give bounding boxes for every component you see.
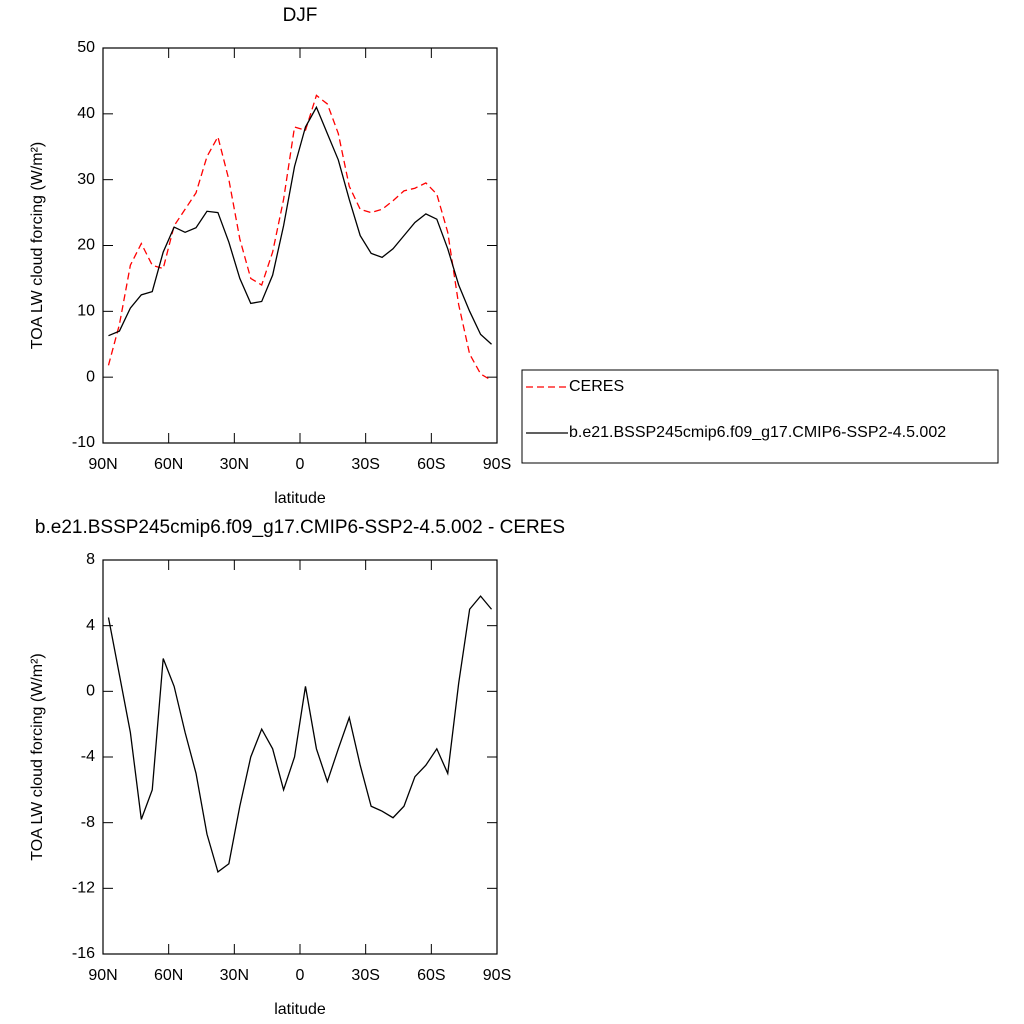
x-tick-label: 0	[296, 456, 305, 473]
x-tick-label: 90S	[483, 967, 511, 984]
legend-label: b.e21.BSSP245cmip6.f09_g17.CMIP6-SSP2-4.…	[569, 424, 946, 441]
x-tick-label: 0	[296, 967, 305, 984]
x-axis-label: latitude	[274, 1001, 326, 1018]
legend-label: CERES	[569, 378, 624, 395]
x-tick-label: 60N	[154, 456, 183, 473]
y-tick-label: 40	[77, 105, 95, 122]
y-axis-label: TOA LW cloud forcing (W/m²)	[29, 653, 46, 860]
y-tick-label: 20	[77, 237, 95, 254]
x-axis-label: latitude	[274, 490, 326, 507]
y-tick-label: 30	[77, 171, 95, 188]
x-tick-label: 30S	[351, 967, 379, 984]
y-tick-label: 4	[86, 617, 95, 634]
y-tick-label: 50	[77, 39, 95, 56]
data-line	[107, 595, 493, 874]
x-tick-label: 60S	[417, 967, 445, 984]
x-tick-label: 90S	[483, 456, 511, 473]
y-tick-label: -12	[72, 880, 95, 897]
x-tick-label: 60S	[417, 456, 445, 473]
x-tick-label: 60N	[154, 967, 183, 984]
x-tick-label: 90N	[88, 967, 117, 984]
chart-title: b.e21.BSSP245cmip6.f09_g17.CMIP6-SSP2-4.…	[35, 517, 565, 538]
y-tick-label: -16	[72, 945, 95, 962]
data-line	[107, 94, 492, 382]
chart-title: DJF	[283, 5, 318, 26]
y-tick-label: -10	[72, 434, 95, 451]
y-tick-label: 0	[86, 683, 95, 700]
y-tick-label: 0	[86, 368, 95, 385]
plot-frame	[102, 47, 498, 444]
y-axis-label: TOA LW cloud forcing (W/m²)	[29, 142, 46, 349]
x-tick-label: 30S	[351, 456, 379, 473]
plot-frame	[102, 559, 498, 955]
y-tick-label: -8	[81, 814, 95, 831]
y-tick-label: 8	[86, 551, 95, 568]
x-tick-label: 90N	[88, 456, 117, 473]
x-tick-label: 30N	[220, 967, 249, 984]
y-tick-label: 10	[77, 303, 95, 320]
x-tick-label: 30N	[220, 456, 249, 473]
data-line	[108, 105, 492, 345]
y-tick-label: -4	[81, 748, 95, 765]
legend-box	[521, 369, 999, 464]
